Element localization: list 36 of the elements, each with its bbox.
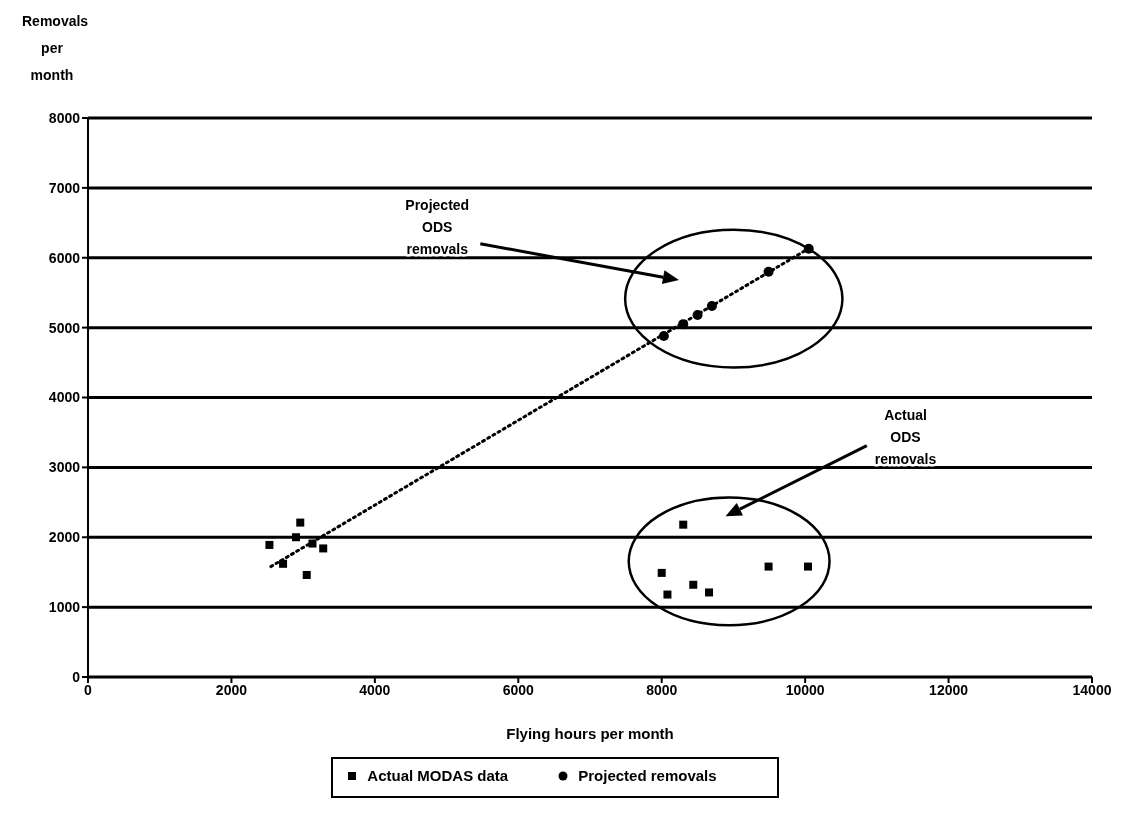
x-tick-label: 4000 [359, 681, 391, 698]
y-tick-label: 3000 [48, 459, 81, 476]
point [319, 544, 328, 553]
y-tick-label: 7000 [48, 179, 81, 196]
y-tick-label: 1000 [48, 599, 81, 616]
x-tick-label: 14000 [1072, 681, 1112, 698]
point [265, 540, 274, 549]
annotation: Actual ODS removals [874, 406, 937, 467]
x-tick-label: 10000 [785, 681, 825, 698]
x-tick-label: 12000 [929, 681, 969, 698]
x-tick-label: 6000 [502, 681, 535, 698]
point [663, 590, 672, 599]
point [291, 533, 300, 542]
y-tick-label: 0 [72, 668, 81, 685]
legend-label: Actual MODAS data [366, 767, 509, 784]
point [689, 580, 698, 589]
x-axis-title: Flying hours per month [506, 725, 674, 742]
point [679, 520, 688, 529]
y-tick-label: 6000 [48, 249, 81, 266]
point [296, 518, 305, 527]
point [302, 570, 311, 579]
y-axis-title: Removals per month [22, 12, 89, 85]
legend-label: Projected removals [577, 767, 717, 784]
x-tick-label: 2000 [215, 681, 248, 698]
y-tick-label: 4000 [48, 389, 81, 406]
annotation: Projected ODS removals [405, 197, 470, 258]
point [705, 588, 714, 597]
x-tick-label: 0 [84, 681, 93, 698]
point [657, 568, 666, 577]
point [764, 562, 773, 571]
point [804, 562, 813, 571]
point [279, 559, 288, 568]
y-tick-label: 5000 [48, 319, 81, 336]
x-tick-label: 8000 [646, 681, 678, 698]
y-tick-label: 2000 [48, 529, 81, 546]
y-tick-label: 8000 [48, 109, 81, 126]
